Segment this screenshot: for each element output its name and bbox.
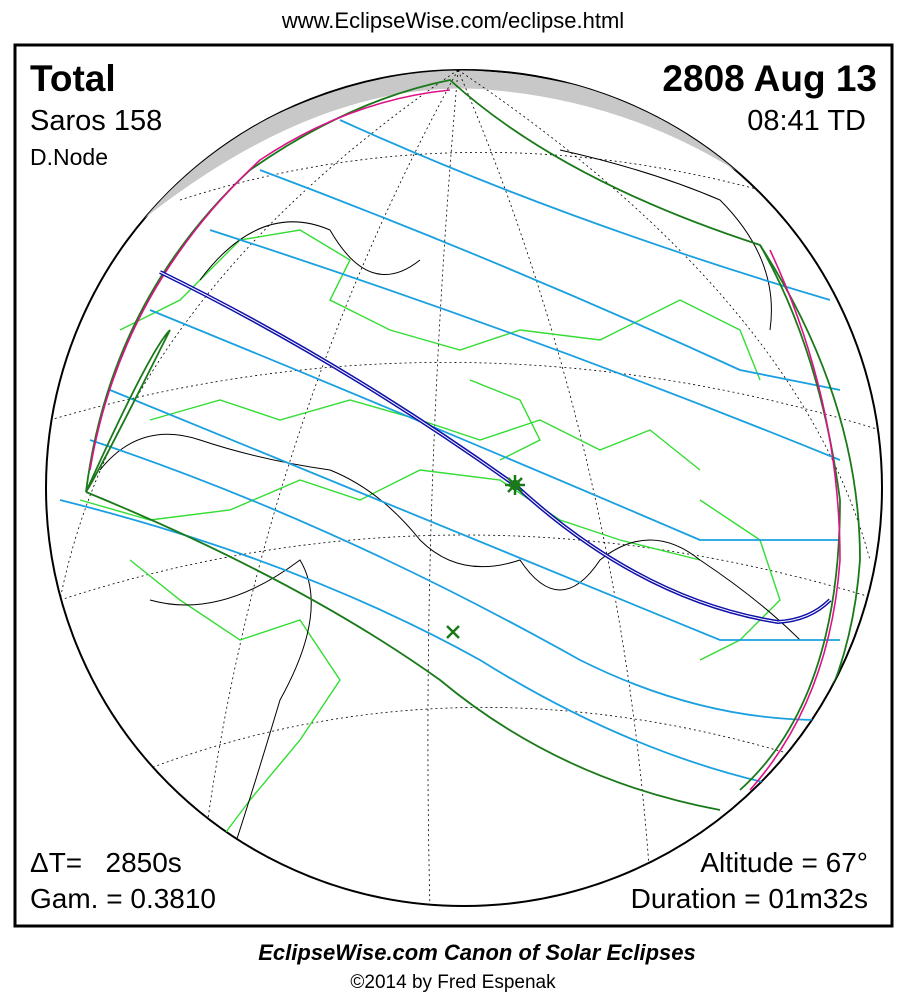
delta-t: ΔT= 2850s	[30, 847, 182, 878]
duration: Duration = 01m32s	[631, 883, 868, 914]
coastlines	[99, 149, 801, 861]
gamma: Gam. = 0.3810	[30, 883, 216, 914]
altitude: Altitude = 67°	[700, 847, 868, 878]
time: 08:41 TD	[747, 105, 866, 137]
central-path	[159, 270, 832, 625]
country-borders	[79, 229, 781, 841]
rise-set-curves	[89, 89, 841, 791]
node: D.Node	[30, 144, 108, 170]
time-contours	[59, 119, 841, 791]
date: 2808 Aug 13	[662, 58, 877, 99]
copyright: ©2014 by Fred Espenak	[350, 972, 556, 993]
url: www.EclipseWise.com/eclipse.html	[281, 8, 624, 33]
eclipse-type: Total	[30, 58, 116, 99]
greatest-eclipse	[505, 475, 525, 495]
saros: Saros 158	[30, 105, 162, 137]
subsolar-point	[446, 625, 460, 639]
footer-title: EclipseWise.com Canon of Solar Eclipses	[258, 940, 696, 965]
globe	[45, 69, 883, 907]
